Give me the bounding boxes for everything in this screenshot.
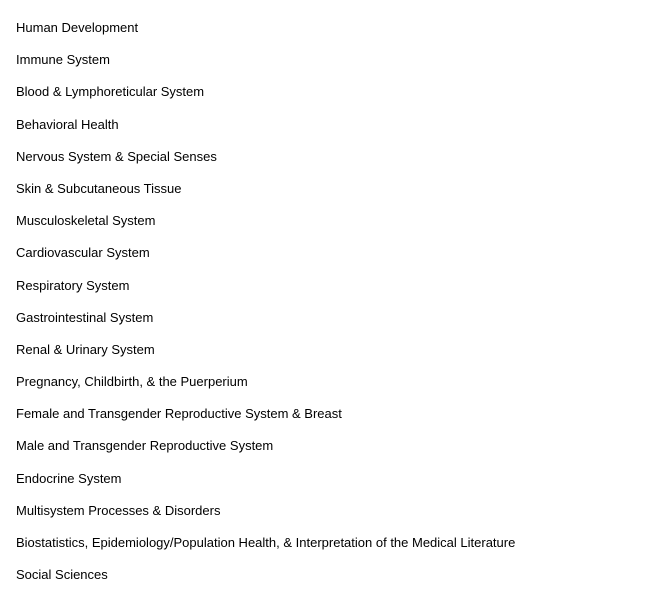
topic-item[interactable]: Immune System — [16, 44, 634, 76]
topic-item[interactable]: Respiratory System — [16, 270, 634, 302]
topic-item[interactable]: Human Development — [16, 12, 634, 44]
topic-list: Human Development Immune System Blood & … — [16, 12, 634, 591]
topic-item[interactable]: Nervous System & Special Senses — [16, 141, 634, 173]
topic-item[interactable]: Multisystem Processes & Disorders — [16, 495, 634, 527]
topic-item[interactable]: Pregnancy, Childbirth, & the Puerperium — [16, 366, 634, 398]
topic-item[interactable]: Female and Transgender Reproductive Syst… — [16, 398, 634, 430]
topic-item[interactable]: Musculoskeletal System — [16, 205, 634, 237]
topic-item[interactable]: Renal & Urinary System — [16, 334, 634, 366]
topic-item[interactable]: Endocrine System — [16, 463, 634, 495]
topic-item[interactable]: Behavioral Health — [16, 109, 634, 141]
topic-item[interactable]: Blood & Lymphoreticular System — [16, 76, 634, 108]
topic-item[interactable]: Gastrointestinal System — [16, 302, 634, 334]
topic-item[interactable]: Male and Transgender Reproductive System — [16, 430, 634, 462]
topic-item[interactable]: Biostatistics, Epidemiology/Population H… — [16, 527, 634, 559]
topic-item[interactable]: Skin & Subcutaneous Tissue — [16, 173, 634, 205]
topic-item[interactable]: Cardiovascular System — [16, 237, 634, 269]
topic-item[interactable]: Social Sciences — [16, 559, 634, 591]
